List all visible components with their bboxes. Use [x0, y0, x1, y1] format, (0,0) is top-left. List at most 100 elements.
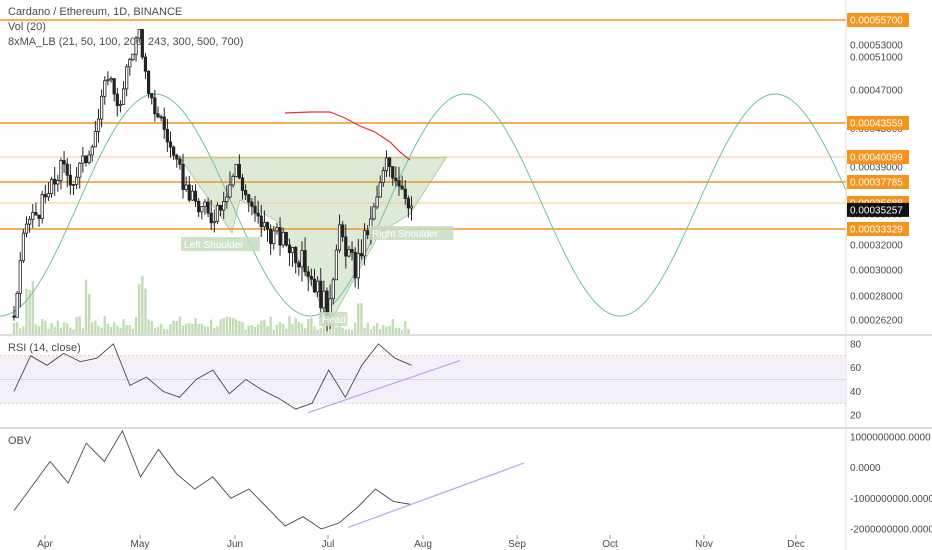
volume-bar	[141, 276, 144, 334]
candle-body	[409, 205, 414, 209]
volume-bar	[316, 329, 319, 334]
volume-bar	[131, 328, 135, 334]
obv-tick-label: -2000000000.0000	[850, 525, 932, 536]
price-level-tag-label: 0.00043559	[850, 119, 903, 130]
volume-bar	[404, 321, 407, 334]
volume-bar	[34, 324, 38, 334]
candle-body	[244, 190, 248, 196]
volume-bar	[169, 324, 172, 334]
candle-body	[394, 177, 398, 182]
volume-bar	[222, 317, 225, 334]
chart-title: Cardano / Ethereum, 1D, BINANCE	[8, 6, 182, 18]
candle-body	[212, 220, 216, 224]
volume-bar	[375, 323, 379, 334]
price-axis: 0.000530000.000510000.000470000.00043000…	[847, 13, 909, 327]
candle-body	[93, 131, 97, 148]
volume-bar	[175, 320, 178, 334]
volume-bar	[138, 283, 141, 334]
candle-body	[391, 166, 395, 179]
candle-body	[162, 116, 166, 130]
volume-bar	[178, 316, 182, 334]
candle-body	[131, 53, 135, 61]
annotation-bg	[369, 226, 454, 240]
candle-body	[312, 278, 317, 293]
candle-body	[400, 185, 404, 190]
volume-bar	[191, 323, 194, 334]
rsi-trendline	[307, 359, 461, 414]
candle-body	[237, 163, 241, 179]
candle-body	[372, 206, 376, 220]
candle-body	[87, 154, 91, 164]
volume-bar	[112, 322, 116, 334]
candle-body	[18, 260, 22, 294]
volume-bar	[166, 329, 169, 334]
volume-bar	[297, 321, 301, 334]
obv-tick-label: -1000000000.0000	[850, 494, 932, 505]
volume-bar	[307, 318, 310, 334]
candle-body	[303, 250, 307, 273]
volume-bar	[159, 323, 163, 334]
volume-bar	[66, 323, 69, 334]
volume-bar	[116, 325, 119, 334]
time-tick-label: Sep	[508, 539, 526, 550]
candle-body	[269, 228, 273, 245]
volume-bar	[294, 317, 297, 334]
time-tick-label: Aug	[414, 539, 432, 550]
candle-body	[46, 193, 51, 198]
candle-body	[331, 279, 335, 300]
volume-bar	[357, 303, 360, 334]
volume-bar	[260, 320, 263, 334]
volume-bar	[241, 322, 244, 334]
price-level-tag	[847, 13, 909, 27]
candle-body	[206, 201, 210, 214]
candle-body	[190, 190, 195, 201]
candle-body	[272, 230, 276, 245]
candles	[12, 29, 414, 332]
volume-bar	[228, 317, 232, 334]
volume-bar	[78, 316, 81, 334]
volume-bar	[291, 323, 294, 334]
candle-body	[278, 227, 282, 246]
volume-bar	[153, 328, 157, 334]
price-level-tag-label: 0.00040099	[850, 153, 903, 164]
candle-body	[78, 162, 82, 178]
candle-body	[100, 95, 104, 120]
candle-body	[43, 194, 47, 198]
ma-indicator-label: 8xMA_LB (21, 50, 100, 200, 243, 300, 500…	[8, 36, 243, 48]
volume-bar	[272, 329, 275, 334]
volume-bar	[37, 326, 41, 334]
volume-bar	[388, 325, 391, 334]
candle-body	[193, 190, 198, 202]
rsi-tick-label: 20	[850, 411, 862, 422]
candle-body	[109, 78, 113, 81]
volume-bar	[285, 328, 288, 334]
volume-bar	[200, 323, 203, 334]
volume-bar	[225, 316, 229, 334]
candle-body	[134, 37, 138, 55]
candle-body	[344, 236, 348, 257]
volume-bar	[216, 326, 219, 334]
volume-bar	[56, 320, 60, 334]
volume-bar	[341, 327, 344, 334]
rsi-pane: RSI (14, close) 80 60 40 20	[0, 339, 862, 422]
candle-body	[121, 88, 126, 105]
volume-bar	[50, 323, 53, 334]
volume-indicator-label: Vol (20)	[8, 21, 46, 33]
candle-body	[247, 194, 251, 203]
candle-body	[275, 227, 279, 232]
rsi-line	[13, 343, 412, 410]
volume-bar	[12, 323, 16, 334]
volume-bar	[369, 329, 373, 334]
candle-body	[184, 184, 188, 190]
volume-bar	[19, 328, 22, 334]
candle-body	[143, 56, 148, 72]
price-level-tag-label: 0.00055700	[850, 16, 903, 27]
volume-bar	[350, 329, 354, 334]
price-level-tag	[847, 175, 909, 189]
volume-bar	[62, 322, 66, 334]
candle-body	[406, 197, 410, 209]
candle-body	[262, 222, 267, 228]
candle-body	[49, 178, 54, 194]
candle-body	[146, 70, 151, 94]
